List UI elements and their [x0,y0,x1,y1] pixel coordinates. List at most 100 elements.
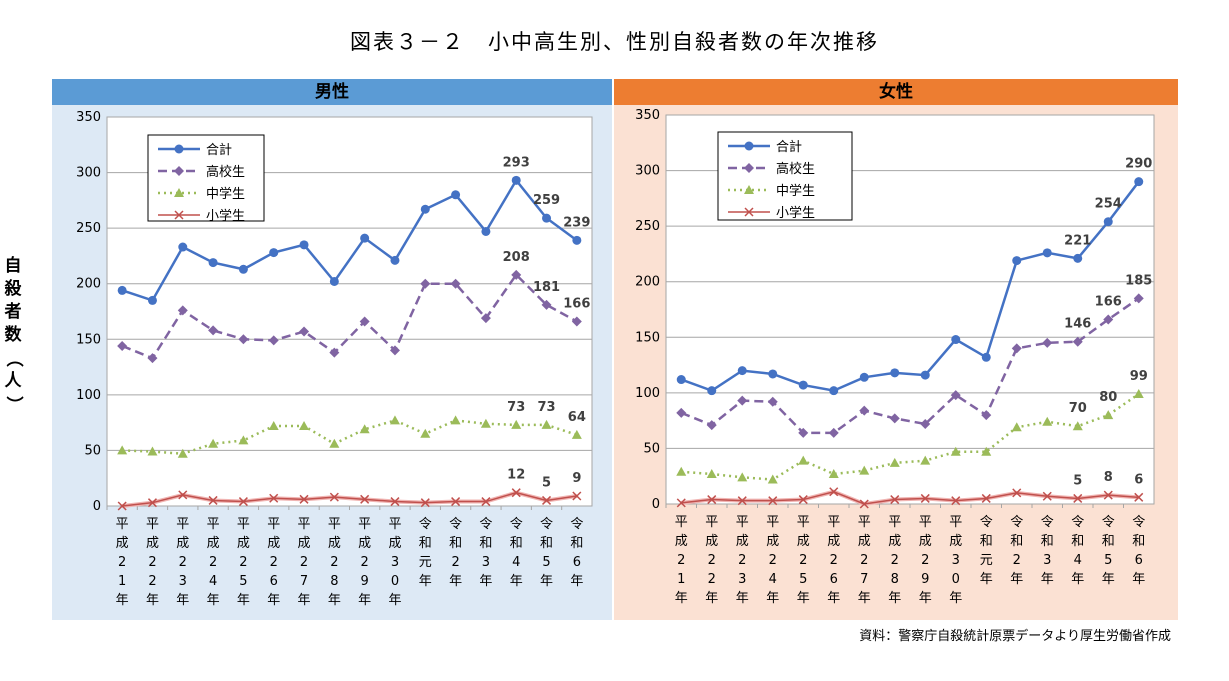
data-label: 146 [1064,317,1091,332]
data-point [1042,416,1053,426]
y-tick-label: 200 [76,277,101,292]
data-point [737,496,747,506]
marker-stroke [1012,488,1022,498]
marker-stroke [920,493,930,503]
data-point [542,213,552,223]
x-tick-label: 令和 4 年 [1071,515,1084,587]
marker-stroke [1103,490,1113,500]
data-point [511,175,521,185]
data-point [359,424,370,434]
marker-stroke [1134,492,1144,502]
data-point [329,438,340,448]
x-tick-label: 平成 2 2 年 [705,515,718,606]
data-point [1073,253,1083,263]
data-point [737,472,748,482]
data-label: 181 [533,280,560,295]
data-label: 254 [1095,197,1122,212]
x-tick-label: 平成 2 8 年 [328,517,341,608]
data-point [208,325,219,336]
data-point [147,498,157,508]
data-point [480,313,491,324]
female-panel-header: 女性 [614,79,1178,105]
legend-label: 合計 [206,142,232,158]
data-point [299,494,309,504]
marker-stroke [859,499,869,509]
data-point [1072,421,1083,431]
data-point [329,492,339,502]
data-label: 64 [568,410,586,425]
marker-stroke [798,495,808,505]
y-tick-label: 250 [76,221,101,236]
data-point [920,370,930,380]
marker-stroke [147,498,157,508]
data-point [420,428,431,438]
legend-label: 中学生 [776,183,815,199]
data-point [707,386,717,396]
data-label: 12 [507,468,525,483]
data-point [480,418,491,428]
x-tick-label: 平成 3 0 年 [388,517,401,608]
x-tick-label: 令和 6 年 [1132,515,1145,587]
data-point [177,448,188,458]
legend-marker [744,141,754,151]
data-point [1134,177,1144,187]
data-point [1133,388,1144,398]
x-tick-label: 令和元年 [419,517,432,589]
y-axis-label-char: 者 [4,302,22,322]
data-point [299,326,310,337]
x-tick-label: 平成 3 0 年 [949,515,962,606]
data-point [329,276,339,286]
data-point [859,499,869,509]
x-tick-label: 平成 2 9 年 [358,517,371,608]
y-tick-label: 350 [635,108,660,123]
y-tick-label: 250 [635,219,660,234]
data-label: 5 [1073,473,1082,488]
data-point [1012,488,1022,498]
marker-stroke [676,498,686,508]
data-point [1072,336,1083,347]
y-axis-label-char: 数 [4,325,22,345]
data-point [208,438,219,448]
data-point [117,445,128,455]
y-tick-label: 100 [635,386,660,401]
data-point [1073,493,1083,503]
data-point [737,366,747,376]
legend-label: 高校生 [776,161,815,177]
marker-stroke [208,495,218,505]
page-title: 図表３－２ 小中高生別、性別自殺者数の年次推移 [350,30,879,54]
data-point [1042,491,1052,501]
data-point [859,405,870,416]
data-point [1134,492,1144,502]
marker-stroke [451,497,461,507]
legend-marker [744,185,754,194]
x-tick-label: 平成 2 3 年 [736,515,749,606]
legend-marker [744,163,754,173]
legend-label: 小学生 [206,208,245,224]
data-label: 80 [1099,390,1117,405]
x-tick-label: 平成 2 2 年 [146,517,159,608]
data-point [511,488,521,498]
marker-stroke [238,497,248,507]
y-axis-label-char: 殺 [4,279,22,299]
marker-stroke [890,495,900,505]
x-tick-label: 平成 2 6 年 [827,515,840,606]
x-tick-label: 令和 5 年 [1102,515,1115,587]
data-point [767,474,778,484]
marker-stroke [981,493,991,503]
data-label: 73 [537,400,555,415]
marker-stroke [829,487,839,497]
marker-stroke [178,490,188,500]
data-point [950,390,961,401]
marker-stroke [269,493,279,503]
data-point [117,501,127,511]
data-point [981,446,992,456]
data-point [829,487,839,497]
legend-label: 合計 [776,139,802,155]
x-tick-label: 平成 2 5 年 [237,517,250,608]
data-point [889,457,900,467]
data-label: 290 [1125,157,1152,172]
data-point [268,420,279,430]
data-point [890,368,900,378]
